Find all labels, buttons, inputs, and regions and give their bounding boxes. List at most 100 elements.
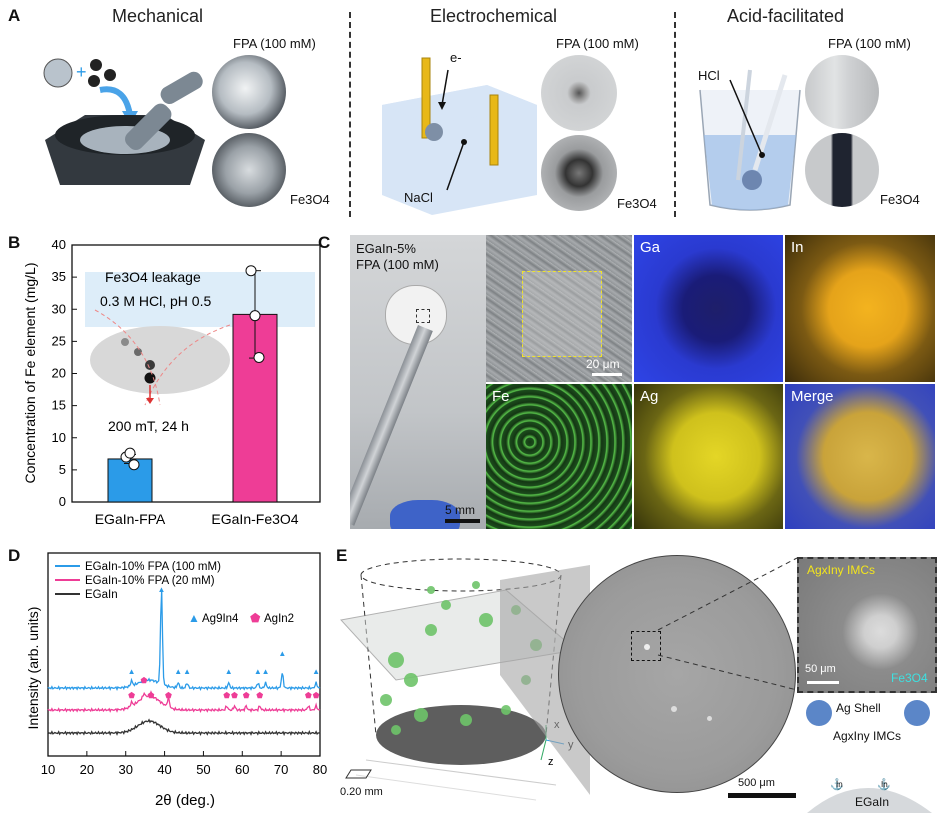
zoom-lines — [500, 565, 590, 795]
ct-scalebar — [728, 793, 796, 798]
d-peak-ag9in4: ▲ — [262, 667, 270, 676]
zoom-box — [416, 309, 430, 323]
anchor-in-2: In — [881, 780, 888, 789]
merge-map: Merge — [785, 384, 935, 529]
sem-scalebar — [592, 373, 622, 376]
d-line-egain — [47, 718, 321, 737]
svg-text:+: + — [76, 62, 87, 82]
photo-label-1: EGaIn-5% — [356, 241, 416, 256]
mech-fpa-photo — [212, 55, 286, 129]
acid-fpa-label: FPA (100 mM) — [828, 36, 911, 51]
d-peak-ag9in4: ▲ — [128, 667, 136, 676]
d-peak-agin2: ⬟ — [141, 676, 148, 685]
ct-roi-box — [631, 631, 661, 661]
d-marker-symbol: ▲ — [188, 611, 200, 625]
b-ytick-label: 5 — [59, 462, 66, 477]
d-marker-symbol: ⬟ — [250, 611, 261, 625]
beaker-illustration — [699, 69, 801, 211]
b-ytick-label: 15 — [52, 398, 66, 413]
d-legend-label: EGaIn — [85, 589, 118, 601]
d-xtick-label: 40 — [157, 762, 171, 777]
d-xtick-label: 60 — [235, 762, 249, 777]
ct-particle — [644, 644, 650, 650]
panel-c-letter: C — [318, 233, 331, 252]
d-peak-agin2: ⬟ — [256, 691, 263, 700]
ec-fe3o4-label: Fe3O4 — [617, 196, 657, 211]
fe-leakage-bar-chart: Concentration of Fe element (mg/L) 0 5 10 1… — [22, 237, 321, 527]
b-point — [124, 447, 136, 459]
acid-fe3o4-photo — [805, 133, 879, 207]
sample-photo: EGaIn-5% FPA (100 mM) 5 mm — [350, 235, 486, 529]
d-peak-ag9in4: ▲ — [278, 649, 286, 658]
mech-fe3o4-label: Fe3O4 — [290, 192, 330, 207]
sem-roi — [522, 271, 602, 357]
imc-label-2: AgxIny IMCs — [833, 729, 902, 743]
sem-scale-label: 20 μm — [586, 357, 620, 371]
electron-label: e- — [450, 50, 462, 65]
d-peak-agin2: ⬟ — [223, 691, 230, 700]
photo-scale-label: 5 mm — [445, 503, 475, 517]
ag-shell-schematic: ⚓ ⚓ — [806, 700, 932, 813]
b-ylabel: Concentration of Fe element (mg/L) — [22, 263, 38, 484]
photo-label-2: FPA (100 mM) — [356, 257, 439, 272]
hcl-label: HCl — [698, 68, 720, 83]
d-xtick-label: 30 — [118, 762, 132, 777]
electrochemical-title: Electrochemical — [430, 6, 558, 26]
inset-condition-1: 0.3 M HCl, pH 0.5 — [100, 293, 211, 309]
b-ytick-label: 10 — [52, 430, 66, 445]
ct-scale-label: 500 μm — [738, 777, 775, 789]
ag-map-label: Ag — [640, 388, 659, 405]
d-xtick-label: 80 — [313, 762, 327, 777]
d-line-fpa20 — [47, 690, 321, 714]
inset-imc-label: AgxIny IMCs — [807, 563, 876, 577]
inset-scalebar — [807, 681, 839, 684]
d-peak-ag9in4: ▲ — [312, 667, 320, 676]
ag-map: Ag — [634, 384, 783, 529]
b-point — [128, 459, 140, 471]
scale-3d-label: 0.20 mm — [340, 786, 383, 798]
divider-1 — [349, 12, 351, 217]
ga-map: Ga — [634, 235, 783, 382]
d-peak-agin2: ⬟ — [147, 691, 154, 700]
ct-slice — [558, 555, 796, 793]
fe-map: Fe — [486, 384, 632, 529]
inset-title: Fe3O4 leakage — [105, 269, 201, 285]
electrochem-illustration — [382, 57, 537, 215]
d-xlabel: 2θ (deg.) — [155, 792, 215, 809]
ec-fpa-photo — [541, 55, 617, 131]
ec-fpa-label: FPA (100 mM) — [556, 36, 639, 51]
d-peak-ag9in4: ▲ — [225, 667, 233, 676]
fe-map-label: Fe — [492, 388, 510, 405]
b-point — [245, 265, 257, 277]
sem-image: 20 μm — [486, 235, 632, 382]
b-point — [249, 310, 261, 322]
d-peak-agin2: ⬟ — [313, 691, 320, 700]
d-peak-agin2: ⬟ — [243, 691, 250, 700]
svg-text:⚓: ⚓ — [877, 778, 891, 791]
d-plot-frame — [47, 552, 321, 757]
ct-particle — [671, 706, 677, 712]
d-xtick-label: 20 — [80, 762, 94, 777]
merge-map-label: Merge — [791, 388, 834, 405]
d-xtick-label: 50 — [196, 762, 210, 777]
xrd-line-chart: Intensity (arb. units) 2θ (deg.) EGaIn-1… — [25, 552, 327, 809]
acid-fpa-photo — [805, 55, 879, 129]
b-ytick-label: 0 — [59, 494, 66, 509]
panel-a-letter: A — [8, 6, 21, 25]
d-peak-ag9in4: ▲ — [174, 667, 182, 676]
egain-label: EGaIn — [855, 795, 890, 809]
svg-text:⚓: ⚓ — [830, 778, 844, 791]
ag-shell-label: Ag Shell — [836, 701, 881, 715]
d-marker-label: AgIn2 — [264, 613, 294, 625]
inset-connectors — [657, 557, 798, 691]
d-peak-ag9in4: ▲ — [183, 667, 191, 676]
b-category-label: EGaIn-FPA — [95, 511, 166, 527]
mech-fe3o4-photo — [212, 133, 286, 207]
photo-scalebar — [445, 519, 480, 523]
mech-fpa-label: FPA (100 mM) — [233, 36, 316, 51]
d-peak-agin2: ⬟ — [165, 691, 172, 700]
d-peak-agin2: ⬟ — [128, 691, 135, 700]
in-map: In — [785, 235, 935, 382]
acid-title: Acid-facilitated — [727, 6, 845, 26]
inset-condition-2: 200 mT, 24 h — [108, 418, 189, 434]
